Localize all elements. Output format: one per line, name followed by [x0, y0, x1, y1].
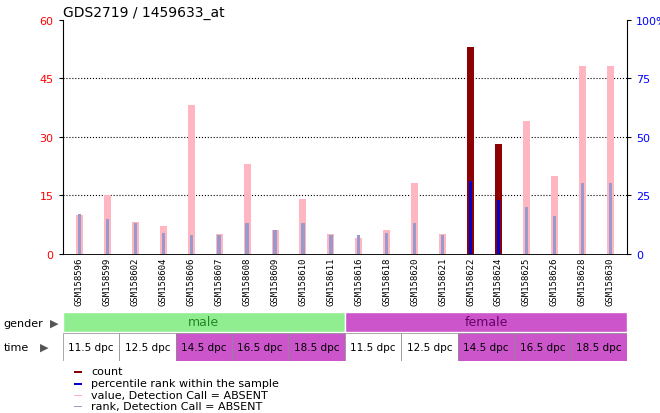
Text: GSM158624: GSM158624	[494, 257, 503, 305]
Bar	[581, 184, 584, 254]
Bar	[383, 230, 390, 254]
Bar	[106, 219, 109, 254]
Bar	[74, 406, 82, 408]
Bar	[76, 215, 83, 254]
Bar	[271, 230, 279, 254]
Bar	[552, 217, 556, 254]
Bar	[401, 333, 458, 361]
Text: GSM158606: GSM158606	[187, 257, 196, 305]
Bar	[355, 238, 362, 254]
Text: time: time	[3, 342, 28, 352]
Bar	[189, 235, 193, 254]
Text: rank, Detection Call = ABSENT: rank, Detection Call = ABSENT	[91, 401, 262, 411]
Text: GSM158599: GSM158599	[103, 257, 112, 305]
Text: 11.5 dpc: 11.5 dpc	[68, 342, 114, 352]
Text: count: count	[91, 366, 122, 376]
Text: GSM158630: GSM158630	[606, 257, 614, 305]
Bar	[570, 333, 627, 361]
Text: GSM158628: GSM158628	[578, 257, 587, 305]
Bar	[495, 145, 502, 254]
Bar	[246, 224, 249, 254]
Text: GSM158609: GSM158609	[271, 257, 280, 305]
Bar	[301, 224, 305, 254]
Bar	[244, 164, 251, 254]
Text: 16.5 dpc: 16.5 dpc	[238, 342, 283, 352]
Bar	[551, 176, 558, 254]
Bar	[74, 383, 82, 385]
Bar	[300, 199, 306, 254]
Bar	[327, 235, 335, 254]
Bar	[74, 395, 82, 396]
Bar	[609, 184, 612, 254]
Bar	[357, 235, 360, 254]
Bar	[176, 333, 232, 361]
Text: 14.5 dpc: 14.5 dpc	[181, 342, 226, 352]
Bar	[458, 333, 514, 361]
Bar	[467, 48, 474, 254]
Bar	[217, 235, 221, 254]
Text: GSM158618: GSM158618	[382, 257, 391, 305]
Bar	[63, 333, 119, 361]
Text: GSM158602: GSM158602	[131, 257, 140, 305]
Bar	[439, 235, 446, 254]
Text: 11.5 dpc: 11.5 dpc	[350, 342, 396, 352]
Bar	[162, 233, 165, 254]
Bar	[523, 122, 530, 254]
Bar	[345, 333, 401, 361]
Text: GSM158622: GSM158622	[466, 257, 475, 305]
Bar	[63, 312, 345, 332]
Text: 18.5 dpc: 18.5 dpc	[294, 342, 339, 352]
Text: GSM158626: GSM158626	[550, 257, 559, 305]
Text: 18.5 dpc: 18.5 dpc	[576, 342, 622, 352]
Text: GSM158616: GSM158616	[354, 257, 363, 305]
Text: GSM158596: GSM158596	[75, 257, 84, 305]
Text: 16.5 dpc: 16.5 dpc	[519, 342, 565, 352]
Text: 12.5 dpc: 12.5 dpc	[407, 342, 452, 352]
Bar	[78, 214, 81, 254]
Bar	[187, 106, 195, 254]
Bar	[273, 230, 277, 254]
Text: GSM158620: GSM158620	[410, 257, 419, 305]
Bar	[132, 223, 139, 254]
Text: GSM158610: GSM158610	[298, 257, 308, 305]
Bar	[495, 145, 502, 254]
Bar	[385, 233, 389, 254]
Bar	[232, 333, 288, 361]
Bar	[469, 182, 473, 254]
Text: male: male	[188, 316, 219, 329]
Text: GSM158608: GSM158608	[243, 257, 251, 305]
Bar	[119, 333, 176, 361]
Text: GDS2719 / 1459633_at: GDS2719 / 1459633_at	[63, 6, 224, 20]
Text: gender: gender	[3, 318, 43, 328]
Bar	[441, 235, 444, 254]
Bar	[288, 333, 345, 361]
Text: percentile rank within the sample: percentile rank within the sample	[91, 378, 279, 388]
Text: GSM158604: GSM158604	[159, 257, 168, 305]
Bar	[134, 224, 137, 254]
Bar	[525, 207, 528, 254]
Bar	[345, 312, 627, 332]
Text: 14.5 dpc: 14.5 dpc	[463, 342, 509, 352]
Text: GSM158611: GSM158611	[327, 257, 335, 305]
Text: value, Detection Call = ABSENT: value, Detection Call = ABSENT	[91, 390, 268, 400]
Bar	[216, 235, 222, 254]
Bar	[74, 372, 82, 373]
Text: ▶: ▶	[50, 318, 58, 328]
Bar	[329, 235, 333, 254]
Text: GSM158621: GSM158621	[438, 257, 447, 305]
Bar	[579, 67, 586, 254]
Bar	[413, 224, 416, 254]
Bar	[160, 227, 167, 254]
Text: GSM158625: GSM158625	[522, 257, 531, 305]
Bar	[497, 200, 500, 254]
Bar	[514, 333, 570, 361]
Text: female: female	[464, 316, 508, 329]
Bar	[104, 196, 111, 254]
Text: 12.5 dpc: 12.5 dpc	[125, 342, 170, 352]
Text: GSM158607: GSM158607	[214, 257, 224, 305]
Bar	[411, 184, 418, 254]
Bar	[607, 67, 614, 254]
Text: ▶: ▶	[40, 342, 48, 352]
